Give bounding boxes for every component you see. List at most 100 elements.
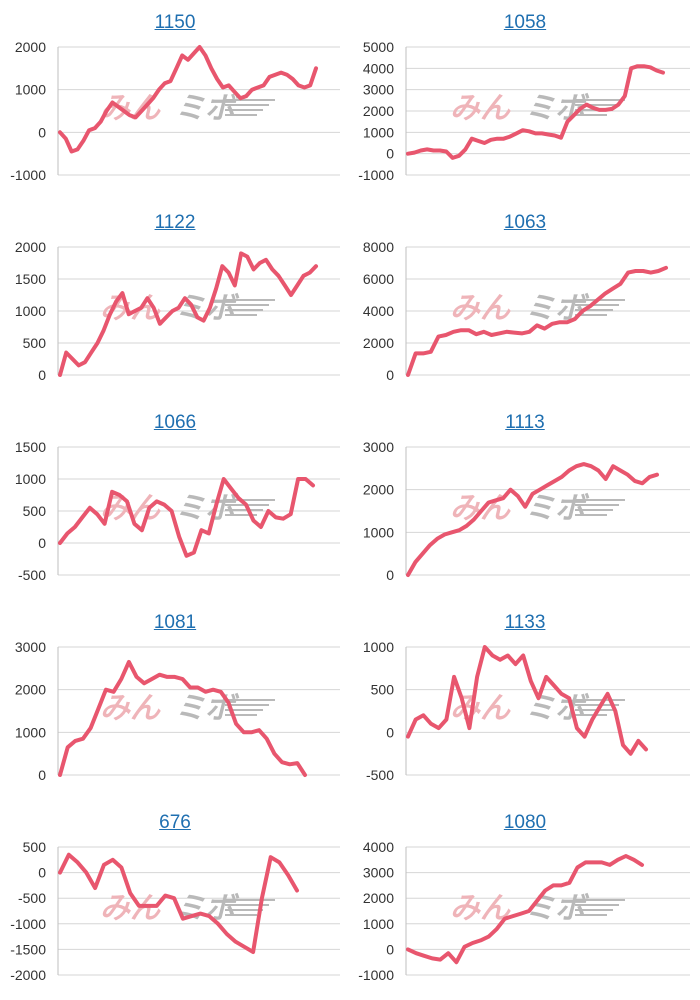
y-tick-label: 0 — [386, 567, 394, 583]
y-tick-label: -1500 — [10, 941, 46, 957]
chart-title-link[interactable]: 1058 — [503, 12, 547, 33]
y-tick-label: 0 — [386, 367, 394, 383]
watermark-logo: みん ミボ — [100, 691, 275, 726]
watermark-logo: みん ミボ — [450, 891, 625, 926]
y-tick-label: 6000 — [363, 271, 394, 287]
y-tick-label: 0 — [386, 146, 394, 162]
y-tick-label: 2000 — [363, 335, 394, 351]
y-tick-label: 2000 — [15, 239, 46, 255]
y-tick-label: 2000 — [15, 682, 46, 698]
y-tick-label: 2000 — [15, 39, 46, 55]
watermark-text-b: ミボ — [175, 91, 240, 126]
watermark-logo: みん ミボ — [100, 891, 275, 926]
chart-title-link[interactable]: 676 — [159, 812, 191, 833]
series-line — [406, 64, 665, 160]
watermark-logo: みん ミボ — [450, 91, 625, 126]
chart-title-link[interactable]: 1113 — [505, 412, 545, 433]
y-tick-label: 500 — [23, 503, 47, 519]
watermark-text-b: ミボ — [525, 491, 590, 526]
y-tick-label: 3000 — [15, 639, 46, 655]
y-tick-label: 0 — [38, 865, 46, 881]
chart-title-link[interactable]: 1080 — [503, 812, 547, 833]
y-tick-label: 0 — [38, 367, 46, 383]
y-tick-label: 8000 — [363, 239, 394, 255]
y-tick-label: 4000 — [363, 303, 394, 319]
y-tick-label: 2000 — [363, 482, 394, 498]
watermark-logo: みん ミボ — [450, 291, 625, 326]
y-tick-label: 3000 — [363, 82, 394, 98]
series-line — [58, 251, 318, 377]
series-line — [406, 854, 644, 965]
y-tick-label: 1000 — [15, 724, 46, 740]
y-tick-label: 5000 — [363, 39, 394, 55]
y-tick-label: 0 — [386, 724, 394, 740]
series-line — [406, 645, 648, 756]
y-tick-label: 1000 — [363, 639, 394, 655]
series-line — [58, 659, 307, 777]
y-tick-label: 3000 — [363, 865, 394, 881]
watermark-text-a: みん — [450, 491, 511, 526]
chart-title-link[interactable]: 1150 — [154, 12, 196, 33]
chart-plot: 0 1000 2000 3000 みん ミボ — [15, 639, 340, 783]
series-line — [58, 45, 318, 154]
watermark-logo: みん ミボ — [450, 491, 625, 526]
y-tick-label: -500 — [18, 890, 46, 906]
y-tick-label: 500 — [371, 682, 395, 698]
chart-plot: -2000 -1500 -1000 -500 0 500 みん ミボ — [10, 839, 340, 983]
y-tick-label: 2000 — [363, 103, 394, 119]
y-tick-label: 0 — [38, 535, 46, 551]
chart-9: -2000 -1500 -1000 -500 0 500 みん ミボ 676 — [0, 800, 350, 1000]
series-line — [58, 477, 315, 558]
watermark-text-a: みん — [450, 91, 511, 126]
y-tick-label: 1000 — [363, 124, 394, 140]
chart-title-link[interactable]: 1066 — [153, 412, 197, 433]
chart-title-link[interactable]: 1081 — [153, 612, 197, 633]
y-tick-label: 500 — [23, 335, 47, 351]
chart-plot: 0 2000 4000 6000 8000 みん ミボ — [363, 239, 690, 383]
y-tick-label: 4000 — [363, 839, 394, 855]
watermark-text-a: みん — [450, 291, 511, 326]
chart-4: 0 2000 4000 6000 8000 みん ミボ 1063 — [350, 200, 700, 400]
watermark-text-b: ミボ — [525, 891, 590, 926]
y-tick-label: 1500 — [15, 439, 46, 455]
watermark-text-b: ミボ — [525, 291, 590, 326]
y-tick-label: -1000 — [10, 916, 46, 932]
series-line — [406, 462, 659, 577]
y-tick-label: 0 — [38, 124, 46, 140]
y-tick-label: 500 — [23, 839, 47, 855]
watermark-text-b: ミボ — [175, 891, 240, 926]
watermark-text-b: ミボ — [525, 691, 590, 726]
series-line — [406, 265, 668, 377]
y-tick-label: 4000 — [363, 60, 394, 76]
watermark-logo: みん ミボ — [100, 291, 275, 326]
y-tick-label: 1000 — [15, 471, 46, 487]
chart-2: -1000 0 1000 2000 3000 4000 5000 みん ミボ 1058 — [350, 0, 700, 200]
watermark-text-a: みん — [450, 891, 511, 926]
chart-title-link[interactable]: 1133 — [504, 612, 546, 633]
chart-title-link[interactable]: 1063 — [503, 212, 547, 233]
y-tick-label: 1000 — [15, 82, 46, 98]
y-tick-label: -1000 — [358, 167, 394, 183]
y-tick-label: -500 — [18, 567, 46, 583]
chart-10: -1000 0 1000 2000 3000 4000 みん ミボ 1080 — [350, 800, 700, 1000]
chart-6: 0 1000 2000 3000 みん ミボ 1113 — [350, 400, 700, 600]
y-tick-label: -2000 — [10, 967, 46, 983]
watermark-text-a: みん — [100, 291, 161, 326]
y-tick-label: 2000 — [363, 890, 394, 906]
chart-plot: 0 1000 2000 3000 みん ミボ — [363, 439, 690, 583]
y-tick-label: 1000 — [363, 524, 394, 540]
y-tick-label: -1000 — [10, 167, 46, 183]
series-line — [58, 852, 299, 954]
watermark-text-a: みん — [100, 691, 161, 726]
y-tick-label: 0 — [386, 941, 394, 957]
watermark-text-b: ミボ — [175, 491, 240, 526]
chart-plot: -1000 0 1000 2000 3000 4000 みん ミボ — [358, 839, 690, 983]
chart-3: 0 500 1000 1500 2000 みん ミボ 1122 — [0, 200, 350, 400]
chart-5: -500 0 500 1000 1500 みん ミボ 1066 — [0, 400, 350, 600]
chart-plot: 0 500 1000 1500 2000 みん ミボ — [15, 239, 340, 383]
chart-title-link[interactable]: 1122 — [154, 212, 196, 233]
y-tick-label: 3000 — [363, 439, 394, 455]
